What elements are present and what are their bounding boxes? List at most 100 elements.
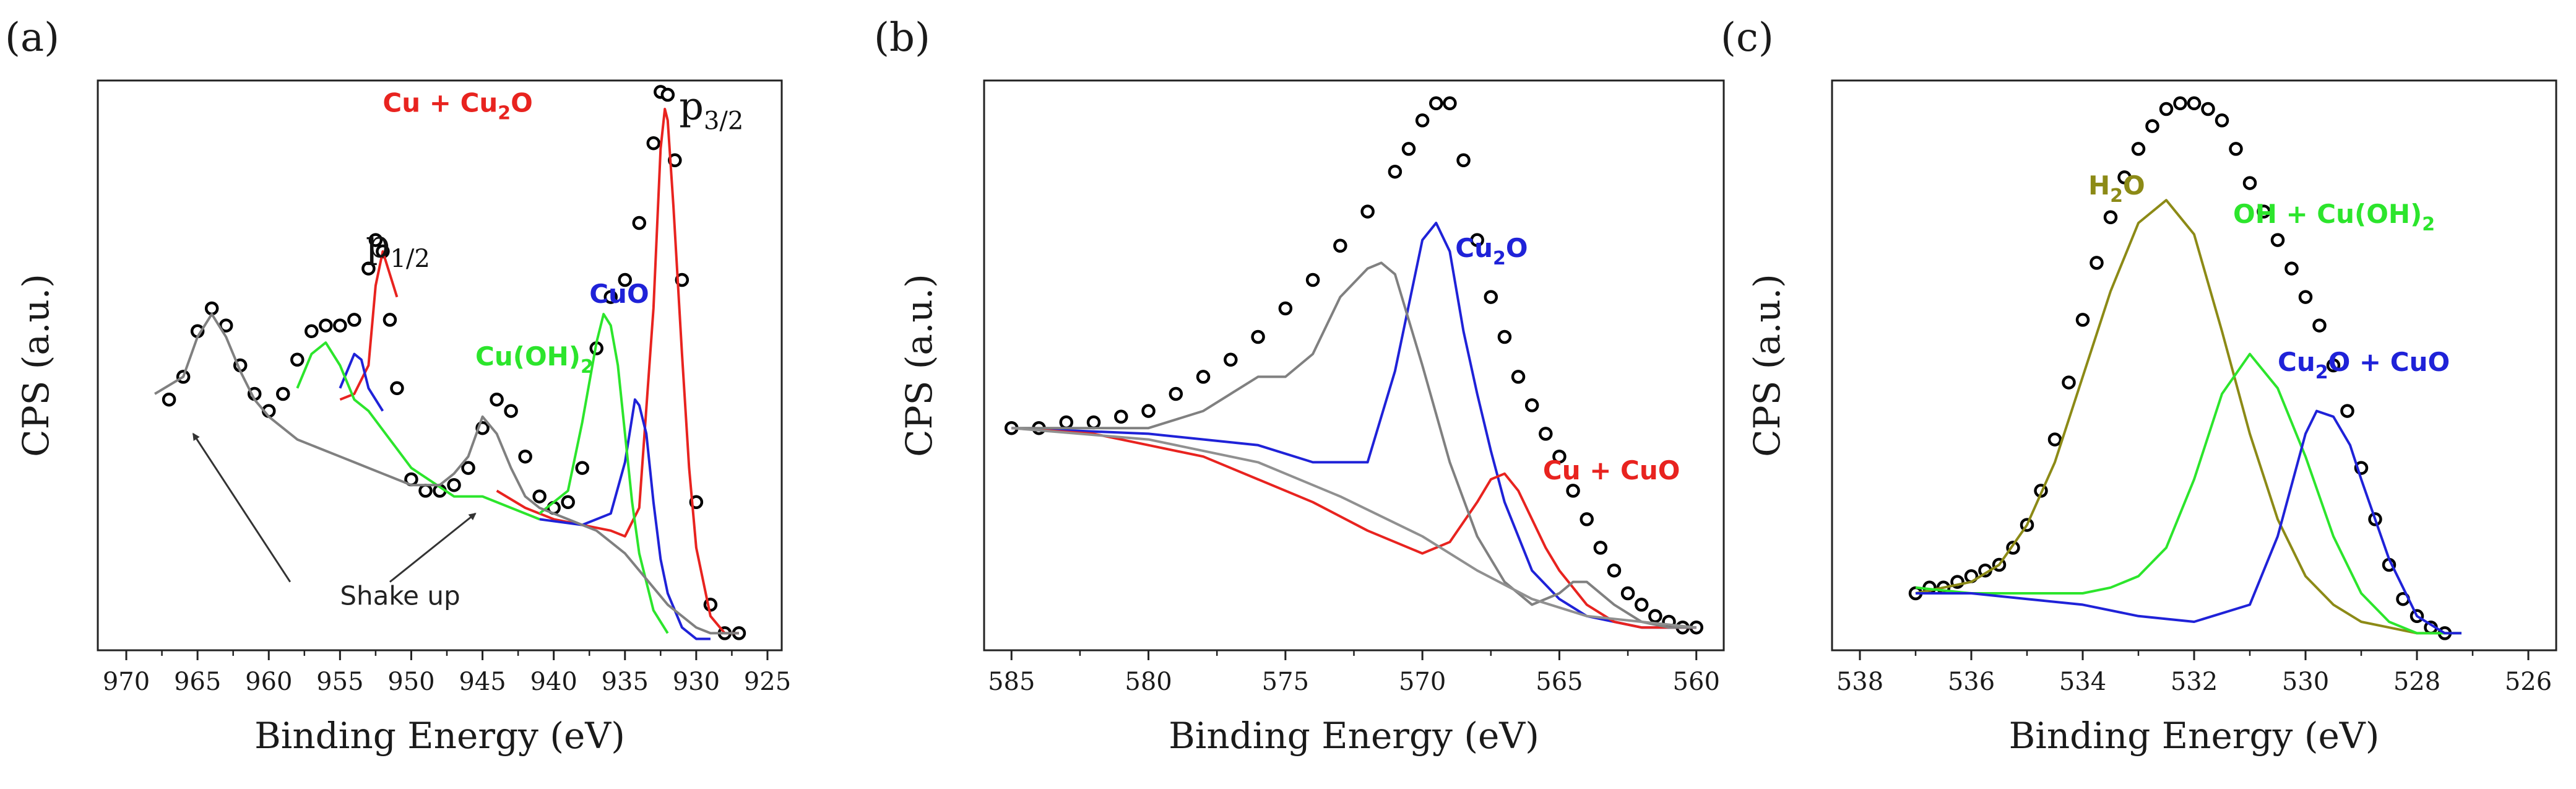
data-point — [2326, 358, 2341, 373]
panel-label: (a) — [5, 15, 59, 61]
data-point — [333, 318, 347, 333]
data-point — [2159, 102, 2174, 116]
data-point — [305, 324, 319, 339]
data-point — [1224, 352, 1238, 367]
panel-b: (b) 585 580 575 570 565 560 Binding Energy (eV)… — [874, 15, 1725, 757]
data-point — [2215, 113, 2229, 128]
series-line-h2o-fit — [1915, 199, 2461, 635]
data-point — [1141, 404, 1156, 418]
data-point — [2047, 432, 2062, 447]
series-line-cu2o-fit — [1011, 222, 1696, 629]
data-point — [1086, 415, 1101, 430]
x-tick-label: 930 — [673, 668, 720, 696]
annotation-label: p1/2 — [366, 221, 430, 273]
data-point — [675, 272, 689, 287]
panel-a: (a) 970 965 960 955 950 945 940 935 930 925 Binding… — [5, 15, 791, 757]
data-point — [660, 87, 675, 102]
x-tick-label: 536 — [1948, 668, 1995, 696]
annotation-label: Cu(OH)2 — [475, 341, 594, 378]
data-point — [1251, 329, 1265, 344]
data-point — [1648, 609, 1662, 624]
annotation-label: Cu2O — [1455, 233, 1528, 269]
data-point — [218, 318, 233, 333]
data-point — [1552, 449, 1567, 464]
data-point — [561, 495, 575, 510]
data-point — [2173, 96, 2187, 111]
data-point — [2284, 261, 2299, 276]
x-tick-label: 560 — [1673, 668, 1720, 696]
annotation-label: Cu + Cu2O — [383, 88, 532, 124]
data-point — [1333, 238, 1347, 253]
x-tick-label: 960 — [245, 668, 292, 696]
data-point — [418, 484, 433, 498]
data-point — [1539, 427, 1553, 441]
series-line-shake-up-satellites — [154, 313, 739, 635]
data-point — [361, 261, 376, 276]
x-tick-label: 530 — [2282, 668, 2329, 696]
data-point — [1566, 484, 1580, 498]
data-point — [1305, 272, 1320, 287]
x-axis-title: Binding Energy (eV) — [1169, 715, 1539, 757]
data-point — [575, 461, 589, 475]
data-point — [1388, 164, 1403, 179]
series-line-cu2o-cuo-fit — [1916, 409, 2461, 635]
x-tick-label: 940 — [530, 668, 577, 696]
x-tick-label: 528 — [2393, 668, 2440, 696]
x-axis-title: Binding Energy (eV) — [254, 715, 625, 757]
annotation-label: p3/2 — [679, 84, 743, 136]
data-point — [518, 449, 532, 464]
data-point — [1524, 398, 1539, 412]
data-point — [290, 352, 305, 367]
x-tick-label: 970 — [103, 668, 150, 696]
x-tick-label: 570 — [1399, 668, 1446, 696]
annotation-arrow — [389, 512, 477, 583]
data-point — [447, 477, 461, 492]
data-point — [162, 392, 176, 407]
x-tick-label: 538 — [1836, 668, 1883, 696]
y-axis-title: CPS (a.u.) — [898, 274, 940, 457]
data-point — [1620, 586, 1635, 601]
data-point — [204, 301, 219, 316]
data-point — [490, 392, 504, 407]
data-point — [1429, 96, 1443, 111]
data-point — [383, 313, 397, 327]
data-point — [2075, 313, 2090, 327]
panel-label: (c) — [1721, 15, 1774, 61]
data-point — [603, 290, 618, 304]
series-line-cu-oh-2-fit — [296, 341, 540, 521]
data-point — [461, 461, 475, 475]
plot-frame — [97, 79, 783, 652]
data-point — [618, 272, 633, 287]
data-point — [390, 381, 404, 396]
data-point — [2312, 318, 2327, 333]
data-point — [1059, 415, 1074, 430]
data-point — [1470, 233, 1484, 247]
series-line-cuo-fit — [339, 352, 384, 412]
data-point — [1484, 290, 1498, 304]
annotation-label: Shake up — [340, 580, 460, 611]
data-point — [2242, 176, 2257, 190]
data-point — [1607, 563, 1622, 578]
data-point — [2145, 119, 2159, 133]
data-point — [2187, 96, 2202, 111]
data-point — [532, 489, 547, 503]
x-tick-label: 534 — [2059, 668, 2106, 696]
data-point — [2103, 210, 2118, 225]
data-point — [1497, 329, 1512, 344]
series-line-oh-cu-oh-2-fit — [1915, 352, 2461, 635]
series-experimental — [162, 85, 746, 640]
data-point — [2090, 256, 2104, 270]
x-tick-label: 935 — [602, 668, 649, 696]
y-axis-title: CPS (a.u.) — [1746, 274, 1788, 457]
data-point — [2117, 170, 2132, 185]
annotation-label: OH + Cu(OH)2 — [2233, 199, 2435, 235]
data-point — [1196, 370, 1211, 384]
x-tick-label: 565 — [1536, 668, 1583, 696]
data-point — [1456, 153, 1471, 168]
series-experimental — [1908, 96, 2452, 640]
x-tick-label: 575 — [1262, 668, 1309, 696]
data-point — [2340, 404, 2354, 418]
data-point — [2229, 142, 2243, 156]
data-point — [1634, 598, 1649, 612]
